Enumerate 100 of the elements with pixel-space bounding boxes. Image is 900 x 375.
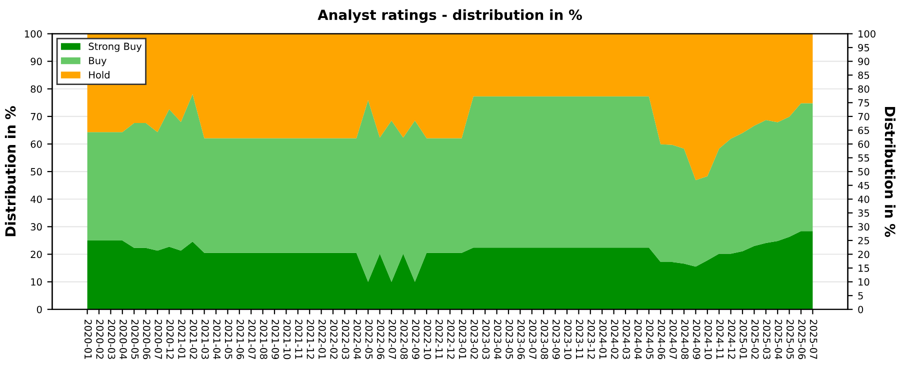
x-tick-label: 2023-07: [529, 320, 536, 359]
x-tick-label: 2023-08: [540, 320, 548, 360]
y2-tick-label: 40: [858, 196, 870, 203]
x-tick-label: 2021-09: [272, 320, 280, 360]
legend-label: Buy: [89, 57, 106, 66]
x-tick-label: 2025-02: [751, 320, 759, 359]
x-tick-label: 2020-04: [120, 320, 127, 360]
x-tick-label: 2025-01: [740, 320, 748, 359]
y-tick-label: 40: [30, 196, 42, 203]
y2-tick-label: 65: [858, 126, 870, 134]
x-tick-label: 2023-03: [482, 320, 490, 359]
x-tick-label: 2023-10: [564, 320, 572, 360]
y2-tick-label: 30: [858, 223, 870, 231]
x-tick-label: 2023-11: [576, 320, 584, 359]
x-tick-label: 2022-10: [424, 320, 432, 360]
x-tick-label: 2020-01: [84, 320, 92, 359]
x-tick-label: 2022-07: [388, 320, 396, 359]
x-tick-label: 2023-04: [494, 320, 502, 360]
x-tick-label: 2022-02: [330, 320, 338, 359]
x-tick-label: 2021-05: [224, 320, 232, 359]
x-tick-label: 2025-07: [810, 320, 818, 359]
x-tick-label: 2022-06: [376, 320, 384, 360]
x-tick-label: 2024-07: [669, 320, 677, 359]
x-tick-label: 2024-10: [704, 320, 712, 360]
y2-tick-label: 45: [858, 182, 870, 190]
x-tick-label: 2025-06: [798, 320, 806, 360]
x-tick-label: 2021-08: [260, 320, 268, 360]
x-tick-label: 2023-12: [588, 320, 595, 359]
x-tick-label: 2020-12: [166, 320, 174, 359]
x-tick-label: 2023-05: [506, 320, 514, 359]
y2-tick-label: 25: [858, 236, 870, 244]
x-tick-label: 2025-04: [774, 320, 782, 360]
y2-tick-label: 70: [858, 112, 870, 120]
x-tick-label: 2024-11: [716, 320, 724, 359]
chart-title: Analyst ratings - distribution in %: [318, 9, 582, 23]
y-axis-title: Distribution in %: [4, 106, 16, 236]
x-tick-label: 2023-09: [552, 320, 560, 360]
x-tick-label: 2024-03: [622, 320, 630, 359]
y-tick-label: 0: [36, 306, 42, 314]
x-tick-label: 2022-03: [342, 320, 350, 359]
x-tick-label: 2022-01: [318, 320, 326, 359]
x-tick-label: 2021-06: [236, 320, 244, 360]
y-tick-label: 10: [31, 278, 42, 286]
x-tick-label: 2021-12: [306, 320, 314, 359]
x-tick-label: 2022-05: [365, 320, 373, 359]
x-tick-label: 2023-01: [458, 320, 466, 359]
y-tick-label: 90: [30, 58, 42, 66]
y-tick-label: 80: [30, 85, 42, 93]
y2-tick-label: 5: [858, 292, 863, 300]
x-tick-label: 2024-04: [634, 320, 642, 360]
x-tick-label: 2022-12: [447, 320, 455, 359]
legend-label: Strong Buy: [88, 42, 142, 52]
x-tick-label: 2024-05: [646, 320, 654, 359]
y2-tick-label: 100: [858, 30, 876, 38]
y2-tick-label: 85: [858, 72, 870, 79]
y2-tick-label: 10: [858, 278, 870, 286]
y2-tick-label: 0: [858, 306, 864, 314]
y-tick-label: 70: [30, 112, 42, 120]
y-tick-label: 30: [30, 223, 42, 231]
x-tick-label: 2024-02: [610, 320, 618, 359]
y-tick-label: 20: [30, 250, 42, 258]
x-tick-label: 2023-06: [517, 320, 525, 360]
x-tick-label: 2021-10: [283, 320, 291, 360]
y-tick-label: 60: [30, 140, 42, 148]
x-tick-label: 2024-12: [728, 320, 736, 359]
x-tick-label: 2024-08: [681, 320, 689, 360]
x-tick-label: 2022-04: [354, 320, 361, 360]
y2-tick-label: 90: [858, 58, 870, 66]
y2-tick-label: 80: [858, 85, 870, 93]
y2-tick-label: 50: [858, 168, 870, 176]
x-tick-label: 2021-07: [248, 320, 256, 359]
legend-label: Hold: [89, 71, 110, 79]
x-tick-label: 2022-11: [435, 320, 443, 359]
x-tick-label: 2024-06: [658, 320, 666, 360]
x-tick-label: 2020-06: [142, 320, 150, 360]
x-tick-label: 2024-01: [599, 320, 607, 359]
y-tick-label: 100: [24, 30, 42, 38]
x-tick-label: 2021-04: [213, 320, 221, 360]
x-tick-label: 2020-07: [154, 320, 162, 359]
y2-tick-label: 15: [858, 264, 870, 272]
x-tick-label: 2022-09: [412, 320, 420, 360]
y2-tick-label: 75: [858, 99, 870, 106]
y2-tick-label: 55: [858, 154, 870, 162]
x-tick-label: 2022-08: [400, 320, 408, 360]
y2-tick-label: 35: [858, 209, 870, 217]
x-tick-label: 2020-02: [96, 320, 104, 359]
x-tick-label: 2023-02: [470, 320, 478, 359]
x-tick-label: 2024-09: [692, 320, 700, 360]
x-tick-label: 2025-03: [763, 320, 770, 359]
y2-tick-label: 95: [858, 44, 870, 52]
x-tick-label: 2025-05: [786, 320, 794, 359]
x-tick-label: 2021-01: [178, 320, 186, 359]
y2-tick-label: 20: [858, 250, 870, 258]
x-tick-label: 2021-03: [201, 320, 209, 359]
x-tick-label: 2020-03: [108, 320, 116, 359]
x-tick-label: 2020-05: [131, 320, 139, 359]
y2-tick-label: 60: [858, 140, 870, 148]
y-tick-label: 50: [30, 168, 42, 176]
y2-axis-title: Distribution in %: [884, 106, 896, 237]
x-tick-label: 2021-02: [190, 320, 198, 359]
